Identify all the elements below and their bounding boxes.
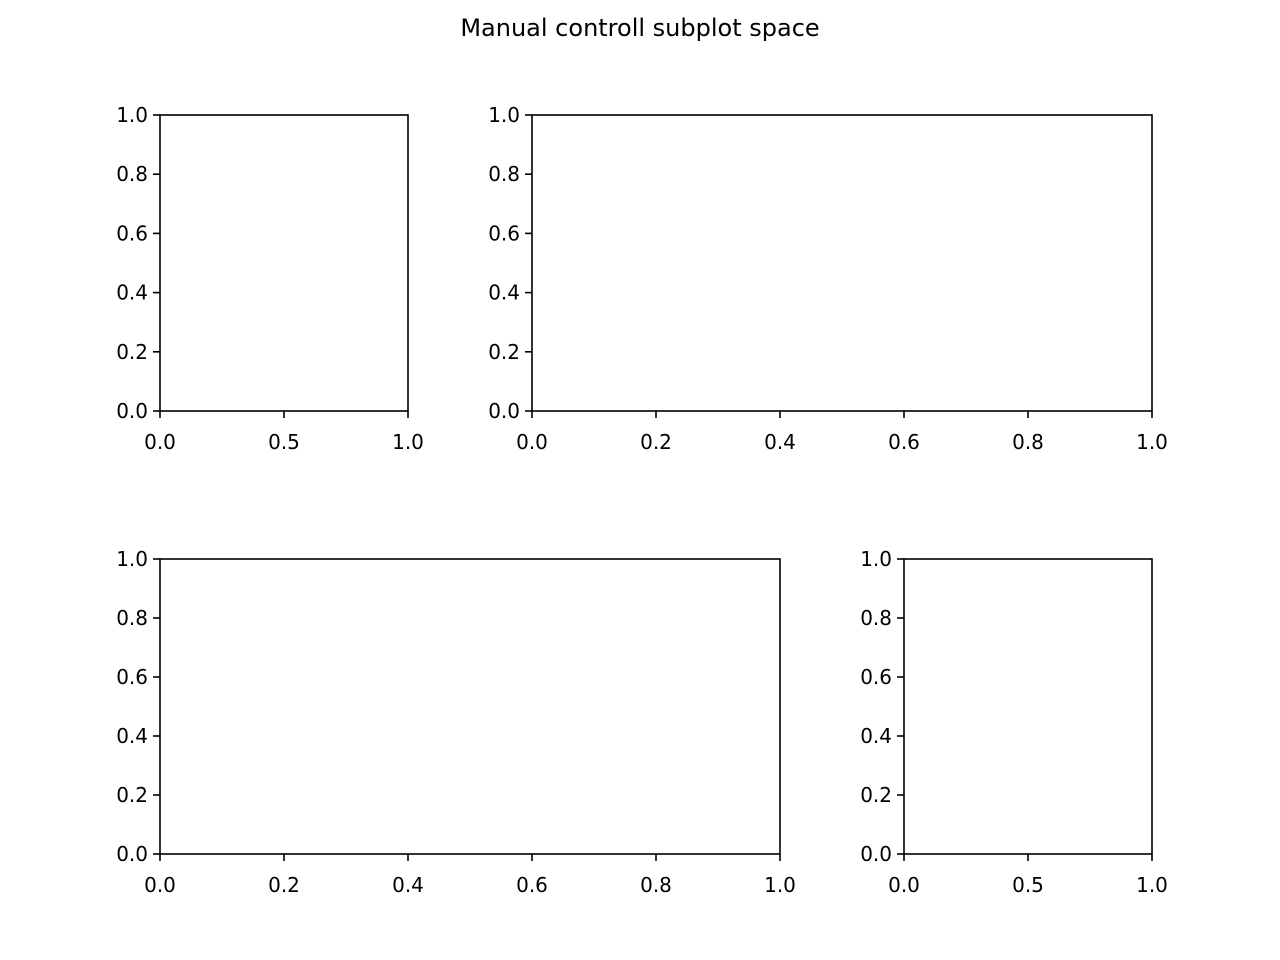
y-tick-label: 0.4 (116, 281, 148, 305)
x-tick-label: 0.2 (640, 430, 672, 454)
y-tick-label: 0.2 (116, 340, 148, 364)
subplot-2: 0.0 0.2 0.4 0.6 0.8 1.0 0.0 0.2 0.4 0.6 0.8 1.0 (488, 103, 1168, 454)
y-tick-label: 0.4 (116, 724, 148, 748)
y-tick-label: 1.0 (116, 547, 148, 571)
x-tick-label: 0.4 (392, 873, 424, 897)
axes-frame (159, 558, 781, 855)
x-tick-label: 0.5 (1012, 873, 1044, 897)
x-tick-label: 0.6 (516, 873, 548, 897)
axes-frame (903, 558, 1153, 855)
x-tick-label: 0.2 (268, 873, 300, 897)
y-tick-label: 0.6 (116, 221, 148, 245)
y-tick-label: 1.0 (488, 103, 520, 127)
x-tick-label: 0.0 (144, 430, 176, 454)
y-tick-label: 0.0 (860, 842, 892, 866)
y-tick-label: 0.6 (860, 665, 892, 689)
subplot-4: 0.0 0.5 1.0 0.0 0.2 0.4 0.6 0.8 1.0 (860, 547, 1168, 897)
y-tick-label: 1.0 (116, 103, 148, 127)
x-tick-label: 0.4 (764, 430, 796, 454)
y-tick-label: 0.8 (116, 606, 148, 630)
y-tick-label: 0.6 (488, 221, 520, 245)
x-tick-label: 0.0 (516, 430, 548, 454)
x-tick-label: 1.0 (1136, 430, 1168, 454)
axes-frame (531, 114, 1153, 412)
y-tick-label: 1.0 (860, 547, 892, 571)
y-tick-label: 0.2 (116, 783, 148, 807)
subplot-1: 0.0 0.5 1.0 0.0 0.2 0.4 0.6 0.8 1.0 (116, 103, 424, 454)
y-tick-label: 0.0 (116, 842, 148, 866)
x-tick-label: 0.8 (1012, 430, 1044, 454)
subplot-3: 0.0 0.2 0.4 0.6 0.8 1.0 0.0 0.2 0.4 0.6 0.8 1.0 (116, 547, 796, 897)
x-tick-label: 1.0 (1136, 873, 1168, 897)
x-tick-label: 0.0 (888, 873, 920, 897)
y-tick-label: 0.4 (488, 281, 520, 305)
x-tick-label: 0.8 (640, 873, 672, 897)
y-tick-label: 0.8 (116, 162, 148, 186)
y-tick-label: 0.2 (488, 340, 520, 364)
y-tick-label: 0.0 (488, 399, 520, 423)
y-tick-label: 0.6 (116, 665, 148, 689)
y-tick-label: 0.8 (488, 162, 520, 186)
x-tick-label: 0.6 (888, 430, 920, 454)
figure-title: Manual controll subplot space (460, 14, 820, 42)
x-tick-label: 1.0 (764, 873, 796, 897)
y-tick-label: 0.2 (860, 783, 892, 807)
y-tick-label: 0.0 (116, 399, 148, 423)
y-tick-label: 0.4 (860, 724, 892, 748)
x-tick-label: 1.0 (392, 430, 424, 454)
x-tick-label: 0.0 (144, 873, 176, 897)
x-tick-label: 0.5 (268, 430, 300, 454)
axes-frame (159, 114, 409, 412)
y-tick-label: 0.8 (860, 606, 892, 630)
